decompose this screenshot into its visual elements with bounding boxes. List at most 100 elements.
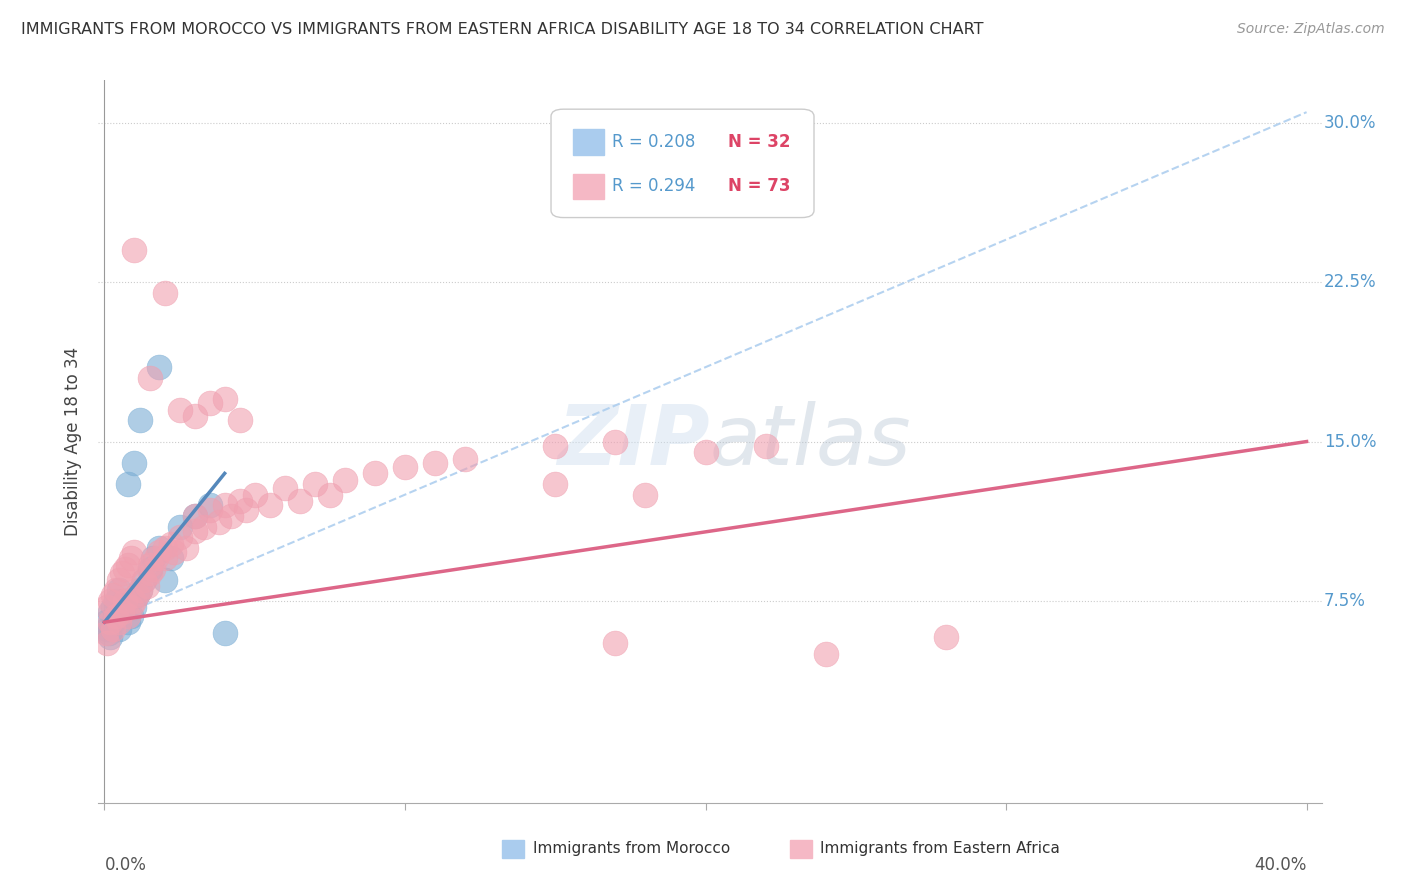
Bar — [502, 840, 524, 858]
Point — [105, 608, 128, 623]
Text: N = 32: N = 32 — [728, 133, 792, 151]
Point — [117, 615, 139, 630]
Point — [162, 545, 184, 559]
Text: 15.0%: 15.0% — [1324, 433, 1376, 450]
Point — [755, 439, 778, 453]
Point — [103, 600, 125, 615]
FancyBboxPatch shape — [551, 109, 814, 218]
Point — [148, 360, 170, 375]
Point — [423, 456, 446, 470]
Point — [96, 636, 118, 650]
Point — [108, 573, 131, 587]
Point — [274, 481, 297, 495]
Text: R = 0.294: R = 0.294 — [612, 178, 696, 195]
Point — [117, 477, 139, 491]
Point — [117, 558, 139, 572]
Point — [117, 608, 139, 623]
Point — [132, 573, 155, 587]
Point — [288, 494, 311, 508]
Point — [228, 413, 250, 427]
Point — [219, 508, 242, 523]
Point — [103, 615, 125, 630]
Point — [153, 551, 176, 566]
Point — [135, 579, 157, 593]
Point — [124, 600, 146, 615]
Point — [394, 460, 416, 475]
Point — [124, 456, 146, 470]
Point — [198, 498, 221, 512]
Point — [454, 451, 477, 466]
Text: atlas: atlas — [710, 401, 911, 482]
Point — [183, 524, 205, 538]
Point — [108, 615, 131, 630]
Point — [121, 600, 143, 615]
Point — [319, 488, 342, 502]
Point — [111, 566, 134, 581]
Point — [124, 545, 146, 559]
Point — [111, 605, 134, 619]
Point — [100, 605, 122, 619]
Point — [114, 562, 136, 576]
Point — [174, 541, 197, 555]
Point — [153, 541, 176, 555]
Point — [214, 392, 236, 406]
Point — [124, 244, 146, 258]
Point — [159, 551, 181, 566]
Point — [364, 467, 387, 481]
Point — [129, 583, 152, 598]
Point — [108, 622, 131, 636]
Point — [138, 371, 160, 385]
Point — [97, 625, 120, 640]
Point — [138, 566, 160, 581]
Point — [127, 588, 149, 602]
Point — [94, 615, 117, 630]
Point — [111, 605, 134, 619]
Point — [100, 594, 122, 608]
Point — [228, 494, 250, 508]
Point — [935, 630, 957, 644]
Text: R = 0.208: R = 0.208 — [612, 133, 696, 151]
Point — [94, 625, 117, 640]
Point — [695, 445, 717, 459]
Point — [304, 477, 326, 491]
Point — [105, 583, 128, 598]
Point — [183, 409, 205, 423]
Point — [100, 615, 122, 630]
Text: 22.5%: 22.5% — [1324, 273, 1376, 291]
Point — [214, 498, 236, 512]
Text: 0.0%: 0.0% — [104, 856, 146, 874]
Point — [208, 516, 231, 530]
Point — [105, 594, 128, 608]
Text: Source: ZipAtlas.com: Source: ZipAtlas.com — [1237, 22, 1385, 37]
Text: Immigrants from Morocco: Immigrants from Morocco — [533, 841, 730, 855]
Point — [121, 551, 143, 566]
Point — [141, 562, 163, 576]
Point — [114, 594, 136, 608]
Point — [103, 588, 125, 602]
Point — [169, 519, 191, 533]
Point — [108, 583, 131, 598]
Point — [132, 573, 155, 587]
Point — [153, 573, 176, 587]
Point — [100, 630, 122, 644]
Point — [138, 558, 160, 572]
Point — [141, 551, 163, 566]
Point — [605, 636, 627, 650]
Point — [121, 608, 143, 623]
Point — [243, 488, 266, 502]
Point — [544, 439, 567, 453]
Point — [235, 502, 257, 516]
Point — [124, 594, 146, 608]
Point — [129, 583, 152, 598]
Point — [169, 530, 191, 544]
Text: 40.0%: 40.0% — [1254, 856, 1306, 874]
Point — [159, 536, 181, 550]
Point — [814, 647, 837, 661]
Y-axis label: Disability Age 18 to 34: Disability Age 18 to 34 — [65, 347, 83, 536]
Point — [183, 508, 205, 523]
Bar — [790, 840, 811, 858]
Text: 30.0%: 30.0% — [1324, 114, 1376, 132]
Point — [605, 434, 627, 449]
Bar — [574, 174, 603, 200]
Point — [333, 473, 356, 487]
